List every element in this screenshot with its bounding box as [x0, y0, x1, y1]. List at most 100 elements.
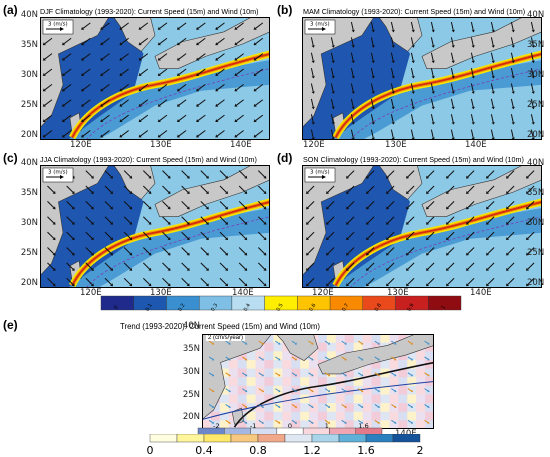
- wind-arrowhead: [351, 29, 355, 33]
- wind-arrow: [63, 83, 72, 91]
- wind-arrowhead: [42, 103, 46, 107]
- wind-arrowhead: [451, 121, 455, 125]
- wind-arrowhead: [90, 252, 94, 256]
- wind-arrowhead: [410, 405, 414, 408]
- wind-arrow: [121, 114, 129, 121]
- wind-arrowhead: [491, 75, 495, 79]
- trend-cell: [353, 377, 364, 387]
- trend-cell: [362, 334, 373, 344]
- wind-arrowhead: [278, 405, 281, 408]
- wind-arrow: [391, 372, 396, 376]
- panel-label: (e): [3, 318, 18, 332]
- wind-arrow: [85, 185, 93, 193]
- wind-arrowhead: [431, 121, 435, 125]
- wind-arrowhead: [196, 57, 200, 61]
- wind-arrow: [159, 37, 168, 45]
- wind-arrowhead: [52, 267, 56, 271]
- wind-arrow: [142, 231, 150, 239]
- colorbar-swatch: [149, 434, 178, 443]
- wind-arrow: [308, 404, 313, 408]
- wind-arrowhead: [491, 29, 495, 33]
- wind-arrowhead: [344, 374, 347, 377]
- trend-cell: [237, 403, 248, 413]
- wind-arrowhead: [244, 206, 248, 210]
- wind-arrow: [216, 22, 225, 29]
- wind-arrow: [527, 216, 535, 224]
- wind-arrowhead: [506, 175, 510, 179]
- wind-arrow: [225, 388, 230, 392]
- wind-arrowhead: [361, 358, 364, 361]
- wind-arrowhead: [253, 42, 257, 46]
- wind-arrow: [324, 404, 329, 408]
- colorbar-tick-label: 0.1: [145, 303, 154, 313]
- wind-arrow: [390, 37, 394, 46]
- map-panel: 3 (m/s): [302, 165, 542, 288]
- wind-arrow: [450, 114, 454, 123]
- wind-arrowhead: [119, 103, 123, 107]
- map-panel: [202, 334, 434, 429]
- lat-label: 40N: [182, 321, 200, 331]
- wind-arrowhead: [346, 191, 350, 195]
- trend-cell: [300, 394, 310, 404]
- wind-arrowhead: [531, 91, 535, 94]
- wind-arrowhead: [327, 358, 331, 361]
- wind-arrowhead: [138, 103, 142, 107]
- wind-arrow: [447, 247, 455, 255]
- trend-cell: [344, 403, 355, 413]
- wind-arrow: [410, 68, 414, 77]
- wind-arrowhead: [129, 206, 133, 210]
- wind-arrowhead: [157, 72, 161, 76]
- wind-arrow: [490, 52, 494, 61]
- trend-cell: [362, 411, 373, 421]
- wind-arrowhead: [410, 389, 414, 393]
- wind-arrow: [236, 114, 244, 121]
- wind-arrowhead: [426, 237, 430, 241]
- wind-arrow: [341, 404, 346, 408]
- wind-arrow: [181, 277, 189, 285]
- wind-arrow: [307, 231, 315, 239]
- trend-cell: [380, 420, 390, 429]
- wind-arrow: [467, 170, 475, 178]
- wind-arrowhead: [81, 119, 85, 123]
- wind-arrowhead: [196, 119, 200, 123]
- colorbar-swatch: [392, 434, 421, 443]
- trend-cell: [228, 403, 239, 413]
- wind-arrow: [142, 277, 150, 285]
- wind-arrow: [257, 200, 265, 208]
- wind-arrowhead: [110, 252, 114, 256]
- reference-vector-label: 3 (m/s): [310, 22, 330, 28]
- wind-arrow: [407, 404, 412, 408]
- trend-cell: [228, 394, 239, 404]
- wind-arrow: [63, 114, 72, 121]
- reference-vector: 3 (m/s): [304, 19, 336, 35]
- map-frame: [40, 17, 270, 140]
- wind-arrow: [487, 231, 495, 239]
- wind-arrow: [238, 200, 246, 208]
- trend-cell: [389, 334, 399, 344]
- wind-arrow: [219, 216, 227, 224]
- wind-arrow: [241, 356, 247, 360]
- lon-label: 140E: [230, 140, 252, 150]
- wind-arrow: [527, 200, 535, 208]
- lat-label: 20N: [527, 130, 545, 140]
- wind-arrowhead: [446, 175, 450, 179]
- wind-arrow: [82, 114, 91, 121]
- wind-arrow: [387, 262, 395, 270]
- wind-arrowhead: [411, 137, 415, 140]
- wind-arrow: [367, 231, 375, 239]
- wind-arrow: [350, 114, 354, 123]
- trend-cell: [228, 385, 239, 395]
- wind-arrowhead: [157, 26, 161, 30]
- wind-arrowhead: [215, 88, 219, 92]
- wind-arrow: [140, 130, 149, 137]
- trend-cell: [398, 385, 408, 395]
- wind-arrowhead: [486, 221, 490, 225]
- wind-arrow: [487, 185, 495, 193]
- wind-arrowhead: [506, 283, 510, 287]
- wind-arrowhead: [446, 283, 450, 287]
- wind-arrow: [410, 37, 414, 46]
- wind-arrowhead: [427, 421, 430, 424]
- wind-arrow: [178, 99, 187, 106]
- land-korea: [378, 17, 423, 52]
- trend-cell: [380, 403, 390, 413]
